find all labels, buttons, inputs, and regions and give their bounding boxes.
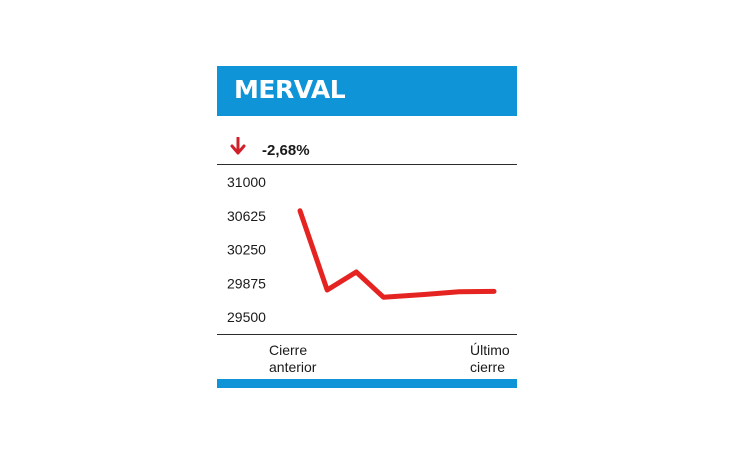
x-label-start: Cierre anterior: [269, 342, 317, 375]
bottom-divider: [217, 334, 517, 335]
y-tick-label: 29500: [227, 309, 266, 325]
footer-bar: [217, 379, 517, 388]
y-tick-label: 30250: [227, 242, 266, 258]
change-percent: -2,68%: [262, 142, 310, 159]
y-tick-label: 31000: [227, 174, 266, 190]
top-divider: [217, 164, 517, 165]
merval-card: MERVAL -2,68% 31000 30625 30250 29875 29500 …: [217, 66, 517, 389]
header-bar: MERVAL: [217, 66, 517, 116]
change-row: -2,68%: [217, 132, 517, 164]
arrow-down-icon: [230, 137, 246, 155]
y-tick-label: 30625: [227, 208, 266, 224]
index-title: MERVAL: [234, 75, 346, 104]
x-label-end: Último cierre: [470, 342, 510, 375]
series-line: [297, 208, 497, 300]
y-tick-label: 29875: [227, 275, 266, 291]
line-chart: 31000 30625 30250 29875 29500: [227, 174, 497, 325]
